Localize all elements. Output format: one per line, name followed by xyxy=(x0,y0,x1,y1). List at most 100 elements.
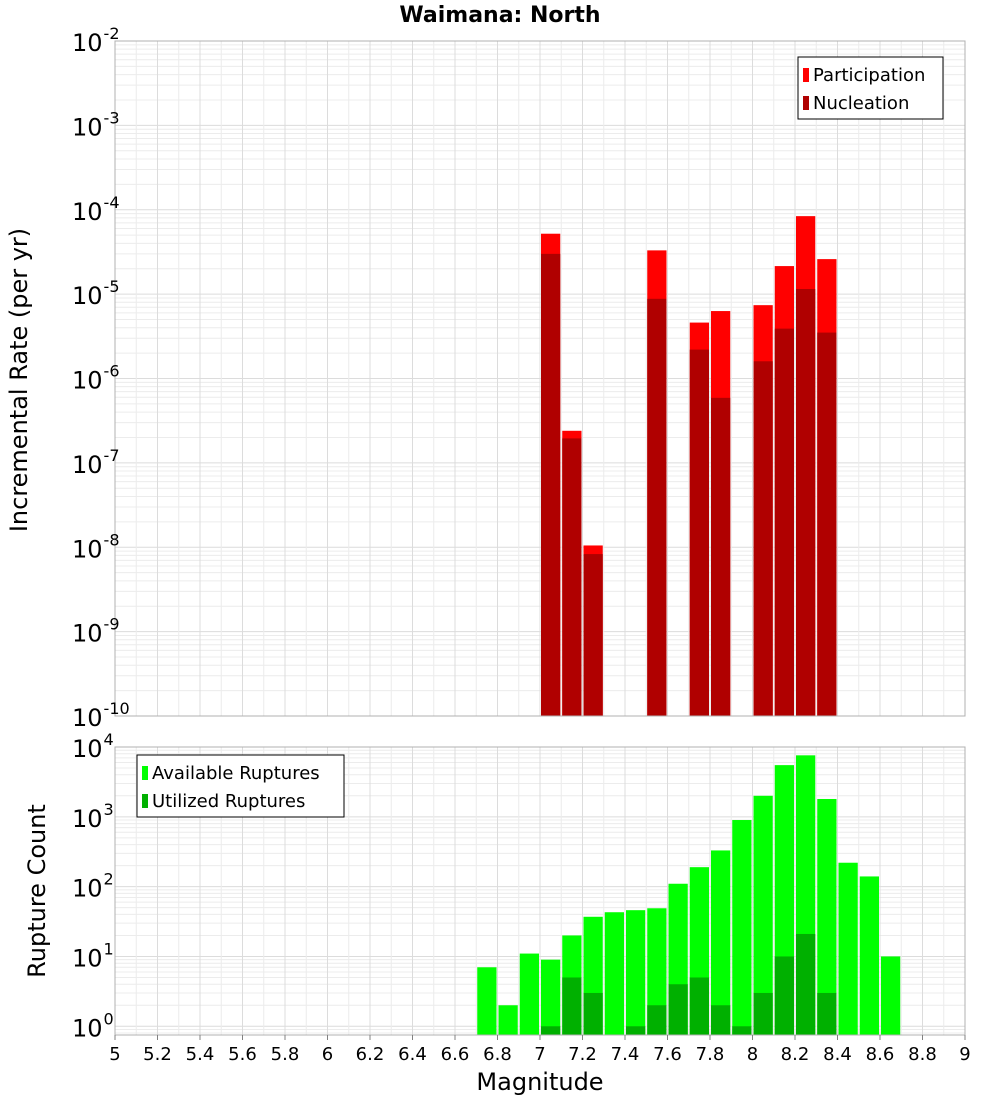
bar xyxy=(732,820,752,1035)
legend-box xyxy=(136,754,345,818)
legend-swatch xyxy=(142,766,148,780)
y-tick-label: 10-2 xyxy=(72,24,120,57)
legend-box xyxy=(797,56,944,120)
series-nucleation xyxy=(541,253,837,716)
x-tick-label: 8.6 xyxy=(866,1044,895,1065)
x-tick-label: 6.4 xyxy=(398,1044,427,1065)
bar xyxy=(604,912,624,1035)
y-tick-label: 100 xyxy=(72,1009,114,1042)
x-tick-label: 7.8 xyxy=(696,1044,725,1065)
bar xyxy=(753,361,773,716)
y-tick-labels: 10-10 10-9 10-8 10-7 10-6 10-5 10-4 10-3 10-2 xyxy=(72,24,130,732)
x-tick-label: 5.8 xyxy=(271,1044,300,1065)
x-tick-label: 6.8 xyxy=(483,1044,512,1065)
bar xyxy=(647,908,667,1035)
x-tick-label: 8.4 xyxy=(823,1044,852,1065)
y-tick-label: 10-4 xyxy=(72,193,120,226)
y-tick-label: 10-3 xyxy=(72,108,120,141)
top-y-axis-label: Incremental Rate (per yr) xyxy=(5,228,33,532)
y-tick-label: 102 xyxy=(72,870,114,903)
legend-label: Available Ruptures xyxy=(152,763,320,784)
x-tick-label: 7 xyxy=(534,1044,545,1065)
x-tick-label: 6.6 xyxy=(441,1044,470,1065)
y-tick-label: 10-9 xyxy=(72,615,120,648)
bar xyxy=(711,850,731,1035)
x-tick-label: 5.2 xyxy=(143,1044,172,1065)
grid-lines xyxy=(114,41,966,717)
legend-label: Nucleation xyxy=(813,93,909,114)
bar xyxy=(774,956,794,1035)
y-tick-label: 10-8 xyxy=(72,530,120,563)
bar xyxy=(817,798,837,1035)
bar xyxy=(668,984,688,1035)
bar xyxy=(583,554,603,716)
bar xyxy=(583,992,603,1035)
bottom-y-axis-label: Rupture Count xyxy=(23,804,51,978)
x-tick-labels: 5 5.2 5.4 5.6 5.8 6 6.2 6.4 6.6 6.8 7 7.2 7.4 7.6 7.8 8… xyxy=(109,1035,971,1065)
bar xyxy=(498,1005,518,1035)
bars xyxy=(541,216,837,717)
x-tick-label: 5.4 xyxy=(186,1044,215,1065)
bar xyxy=(774,328,794,716)
bar xyxy=(562,438,582,716)
y-tick-label: 10-7 xyxy=(72,446,120,479)
legend-swatch xyxy=(803,68,809,82)
y-tick-label: 104 xyxy=(72,730,114,763)
bar xyxy=(647,298,667,716)
x-tick-label: 7.2 xyxy=(568,1044,597,1065)
bar xyxy=(541,253,561,716)
bar xyxy=(477,967,497,1035)
bar xyxy=(541,1026,561,1035)
x-tick-label: 5.6 xyxy=(228,1044,257,1065)
x-tick-label: 7.4 xyxy=(611,1044,640,1065)
count-panel: 100 101 102 103 104 5 5.2 5.4 5.6 5.8 6 6.2 6.4 6.6 6.… xyxy=(72,730,971,1065)
bar xyxy=(562,977,582,1035)
legend-label: Utilized Ruptures xyxy=(152,791,305,812)
y-tick-label: 10-5 xyxy=(72,277,120,310)
bar xyxy=(732,1026,752,1035)
bar xyxy=(817,992,837,1035)
bar xyxy=(647,1005,667,1035)
legend: Available Ruptures Utilized Ruptures xyxy=(136,754,345,818)
bar xyxy=(689,349,709,716)
bar xyxy=(689,977,709,1035)
bar xyxy=(881,956,901,1035)
chart-title: Waimana: North xyxy=(399,3,600,28)
bar xyxy=(541,959,561,1035)
legend-label: Participation xyxy=(813,65,925,86)
y-tick-label: 101 xyxy=(72,939,114,972)
y-tick-label: 10-6 xyxy=(72,362,120,395)
legend-swatch xyxy=(803,96,809,110)
plot-frame xyxy=(114,40,966,717)
y-tick-label: 10-10 xyxy=(72,699,130,732)
x-tick-label: 6 xyxy=(322,1044,333,1065)
bar xyxy=(838,862,858,1035)
bar xyxy=(626,910,646,1035)
rate-panel: 10-10 10-9 10-8 10-7 10-6 10-5 10-4 10-3 10-2 Par… xyxy=(72,24,966,732)
bar xyxy=(796,933,816,1035)
legend-swatch xyxy=(142,794,148,808)
bar xyxy=(711,1005,731,1035)
bar xyxy=(519,953,539,1035)
x-tick-label: 7.6 xyxy=(653,1044,682,1065)
legend: Participation Nucleation xyxy=(797,56,944,120)
bar xyxy=(753,992,773,1035)
bar xyxy=(753,795,773,1035)
y-tick-labels: 100 101 102 103 104 xyxy=(72,730,114,1042)
bar xyxy=(711,397,731,716)
y-tick-label: 103 xyxy=(72,800,114,833)
bar xyxy=(626,1026,646,1035)
series-utilized-ruptures xyxy=(541,933,837,1035)
x-tick-label: 8 xyxy=(747,1044,758,1065)
x-axis-label: Magnitude xyxy=(476,1068,603,1096)
x-tick-label: 8.8 xyxy=(908,1044,937,1065)
bar xyxy=(817,332,837,716)
x-tick-label: 5 xyxy=(109,1044,120,1065)
x-tick-label: 9 xyxy=(959,1044,970,1065)
bars xyxy=(477,755,901,1035)
x-tick-label: 6.2 xyxy=(356,1044,385,1065)
bar xyxy=(796,289,816,716)
x-tick-label: 8.2 xyxy=(781,1044,810,1065)
bar xyxy=(859,876,879,1035)
